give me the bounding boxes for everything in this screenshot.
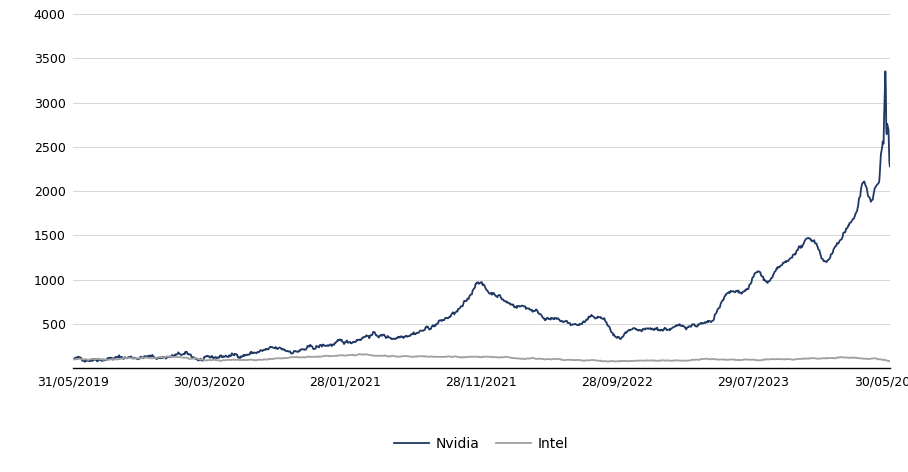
- Line: Intel: Intel: [73, 354, 890, 362]
- Line: Nvidia: Nvidia: [73, 71, 890, 362]
- Legend: Nvidia, Intel: Nvidia, Intel: [389, 432, 574, 457]
